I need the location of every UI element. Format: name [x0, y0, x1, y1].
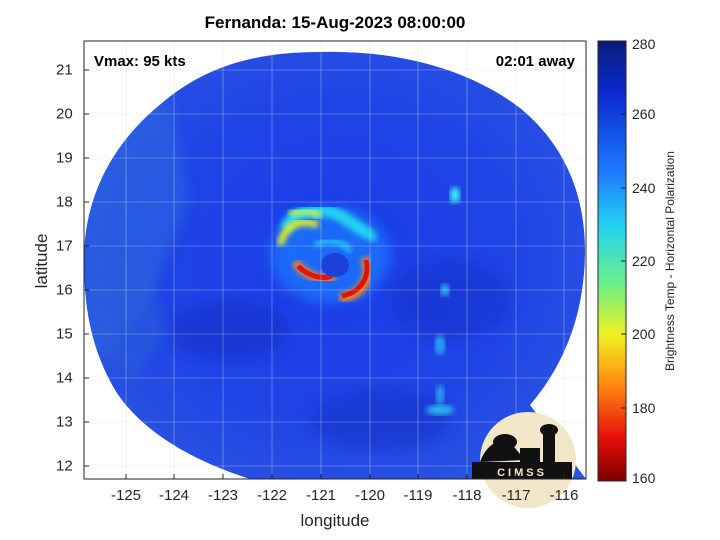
colorbar-label: Brightness Temp - Horizontal Polarizatio…	[663, 151, 677, 371]
y-tick-label: 15	[56, 325, 73, 343]
y-tick-label: 18	[56, 193, 73, 211]
y-tick-label: 21	[56, 61, 73, 79]
y-tick-label: 19	[56, 149, 73, 167]
axes-border	[83, 40, 587, 480]
y-tick-label: 17	[56, 237, 73, 255]
x-tick-label: -120	[354, 487, 386, 504]
colorbar-tick-label: 180	[632, 400, 656, 416]
y-tick-label: 13	[56, 413, 73, 431]
x-tick-label: -118	[452, 487, 482, 504]
figure-title: Fernanda: 15-Aug-2023 08:00:00	[204, 13, 466, 32]
y-tick-label: 16	[56, 281, 73, 299]
colorbar-tick-label: 260	[632, 106, 656, 122]
cimss-logo: CIMSS	[472, 412, 576, 508]
x-tick-label: -121	[305, 487, 337, 504]
x-tick-label: -119	[403, 487, 433, 504]
x-tick-label: -116	[549, 487, 579, 504]
logo-text: CIMSS	[497, 467, 547, 479]
y-axis-label: latitude	[32, 233, 51, 289]
x-tick-label: -124	[158, 487, 190, 504]
y-tick-label: 12	[56, 457, 73, 475]
colorbar-tick-label: 280	[632, 36, 656, 52]
y-tick-label: 20	[56, 105, 73, 123]
x-tick-label: -117	[501, 487, 531, 504]
grid-lines	[84, 41, 586, 479]
tick-marks	[84, 69, 565, 479]
time-away-label: 02:01 away	[495, 53, 575, 70]
x-tick-label: -123	[207, 487, 239, 504]
colorbar-tick-label: 200	[632, 326, 656, 342]
colorbar-tick-marks	[621, 40, 626, 409]
colorbar-tick-label: 220	[632, 253, 656, 269]
x-tick-label: -122	[256, 487, 288, 504]
colorbar-tick-label: 240	[632, 180, 656, 196]
x-tick-label: -125	[110, 487, 142, 504]
y-tick-label: 14	[56, 369, 73, 387]
vmax-label: Vmax: 95 kts	[94, 53, 186, 70]
hurricane-core	[270, 204, 390, 303]
microwave-swath-image	[84, 51, 586, 479]
x-axis-label: longitude	[300, 511, 370, 530]
colorbar-tick-label: 160	[632, 470, 656, 486]
